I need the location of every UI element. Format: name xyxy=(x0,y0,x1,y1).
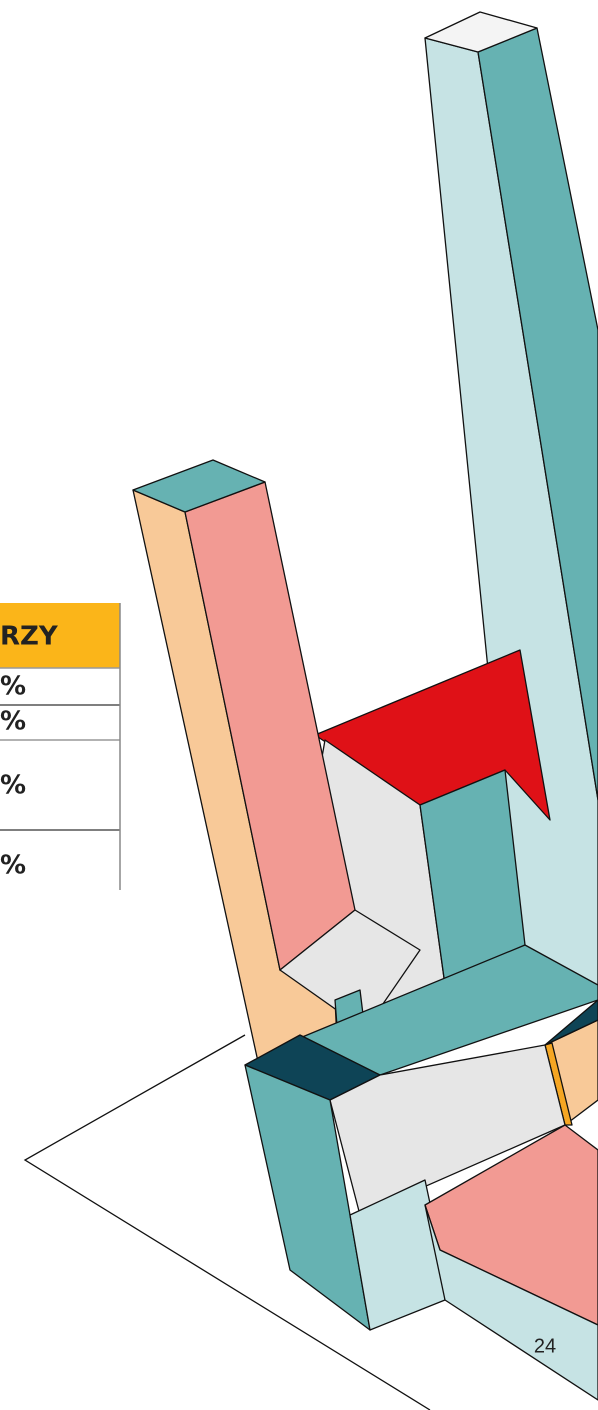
page-number: 24 xyxy=(534,1335,556,1357)
navy-top-right xyxy=(544,999,598,1046)
tall-column-top xyxy=(424,11,538,53)
left-column-top xyxy=(132,459,266,513)
table-header: RZY xyxy=(0,622,59,652)
table-cell: % xyxy=(0,771,26,801)
table-cell: % xyxy=(0,672,26,702)
salmon-slab-side xyxy=(424,1204,598,1401)
table-header-bg xyxy=(0,603,120,668)
table-cell: % xyxy=(0,851,26,881)
ground-plane xyxy=(23,1034,431,1410)
table-cell: % xyxy=(0,707,26,737)
block-gray-face xyxy=(329,1044,566,1216)
